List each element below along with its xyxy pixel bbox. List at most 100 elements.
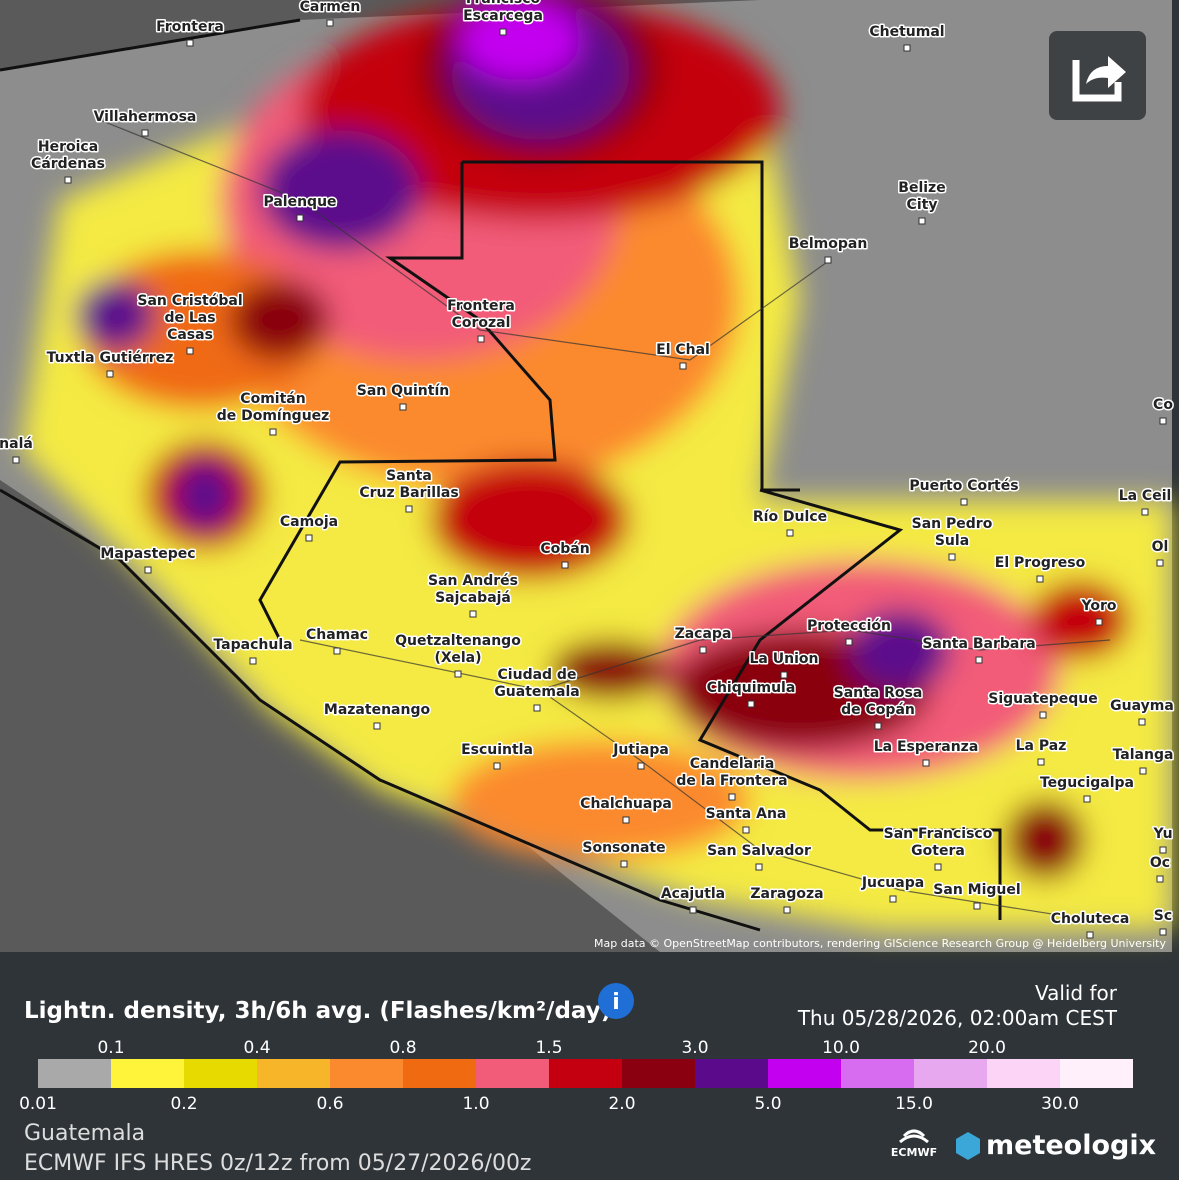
place: Yoro — [1079, 597, 1118, 626]
place-label: San Pedro — [912, 516, 993, 532]
legend: 0.01 0.1 0.2 0.4 0.6 0.8 1.0 1.5 2.0 3.0 5.0 10.0 15… — [19, 1038, 1133, 1114]
place-marker — [742, 826, 750, 834]
place-marker — [755, 863, 763, 871]
place-label: Santa Rosa — [834, 685, 923, 701]
place-label: San Miguel — [933, 882, 1020, 898]
place-marker — [960, 498, 968, 506]
place: Sonsonate — [581, 839, 667, 868]
place: Escuintla — [460, 741, 534, 770]
place-label: Talanga — [1113, 747, 1174, 763]
place-label: Casas — [167, 327, 213, 343]
place: San Miguel — [932, 881, 1022, 910]
place-marker — [305, 534, 313, 542]
place-marker — [12, 456, 20, 464]
legend-cell — [257, 1059, 330, 1088]
place-label: nalá — [0, 436, 33, 452]
place-label: Heroica — [38, 139, 98, 155]
model: ECMWF IFS HRES 0z/12z from 05/27/2026/00… — [24, 1151, 531, 1176]
place-marker — [499, 28, 507, 36]
place-marker — [679, 362, 687, 370]
place-marker — [903, 44, 911, 52]
place-label: La Ceil — [1119, 488, 1172, 504]
place-marker — [477, 335, 485, 343]
place-label: Belize — [898, 180, 945, 196]
legend-cell — [695, 1059, 768, 1088]
place-marker — [405, 505, 413, 513]
place-label: Francisco — [466, 0, 541, 7]
svg-text:i: i — [612, 990, 620, 1015]
place-marker — [1156, 559, 1164, 567]
share-button[interactable] — [1049, 31, 1146, 120]
place-label: Quetzaltenango — [395, 633, 521, 649]
place-marker — [454, 670, 462, 678]
place-label: Zaragoza — [750, 886, 823, 902]
place-marker — [1159, 417, 1167, 425]
place-marker — [620, 860, 628, 868]
place-marker — [144, 566, 152, 574]
place-marker — [786, 529, 794, 537]
place-label: Escarcega — [463, 8, 543, 24]
place-marker — [948, 553, 956, 561]
place-label: Jutiapa — [612, 742, 669, 758]
place: Puerto Cortés — [908, 477, 1020, 506]
legend-tick-label: 0.6 — [316, 1094, 343, 1114]
legend-cell — [111, 1059, 184, 1088]
place-marker — [824, 256, 832, 264]
place-marker — [1039, 711, 1047, 719]
place-label: de Las — [164, 310, 215, 326]
place-marker — [296, 214, 304, 222]
place-label: Gotera — [911, 843, 965, 859]
legend-cell — [403, 1059, 476, 1088]
place-label: Tegucigalpa — [1040, 775, 1134, 791]
info-icon[interactable]: i — [598, 983, 634, 1019]
place: La Ceil — [1117, 487, 1173, 516]
place-marker — [106, 370, 114, 378]
share-arrow[interactable] — [1086, 56, 1126, 88]
place: Talanga — [1111, 746, 1175, 775]
place-label: Cruz Barillas — [359, 485, 458, 501]
place-marker — [561, 561, 569, 569]
place-marker — [728, 793, 736, 801]
valid-label: Valid for — [1035, 981, 1118, 1005]
place-label: de la Frontera — [676, 773, 787, 789]
place-marker — [1156, 875, 1164, 883]
place: Quetzaltenango(Xela) — [394, 632, 523, 678]
legend-cell — [914, 1059, 987, 1088]
legend-tick-label: 30.0 — [1041, 1094, 1079, 1114]
place-label: Escuintla — [461, 742, 533, 758]
place: Chetumal — [868, 23, 946, 52]
place: Mazatenango — [322, 701, 432, 730]
place-label: Cobán — [540, 541, 589, 557]
legend-tick-label: 1.5 — [535, 1038, 562, 1058]
place: Jucuapa — [859, 874, 926, 903]
place-label: Zacapa — [675, 626, 732, 642]
share-icon[interactable] — [1072, 60, 1122, 102]
legend-tick-label: 10.0 — [822, 1038, 860, 1058]
place: Palenque — [262, 193, 338, 222]
place: Tapachula — [212, 636, 294, 665]
place-marker — [918, 217, 926, 225]
legend-tick-label: 0.8 — [389, 1038, 416, 1058]
place-marker — [922, 759, 930, 767]
place-label: Frontera — [447, 298, 515, 314]
brand: meteologix — [986, 1130, 1156, 1161]
place-marker — [493, 762, 501, 770]
place: Siguatepeque — [987, 690, 1099, 719]
place-marker — [64, 176, 72, 184]
place: FranciscoEscarcega — [462, 0, 544, 36]
place: Chiquimula — [705, 679, 797, 708]
place-label: Tapachula — [213, 637, 292, 653]
legend-cell — [987, 1059, 1060, 1088]
place: Choluteca — [1049, 910, 1131, 939]
place-marker — [186, 347, 194, 355]
place: Santa Barbara — [921, 635, 1037, 664]
place-label: Chamac — [306, 627, 368, 643]
place-marker — [533, 704, 541, 712]
place: Camoja — [278, 513, 340, 542]
place-label: (Xela) — [435, 650, 482, 666]
legend-tick-label: 0.01 — [19, 1094, 57, 1114]
place-label: Protección — [807, 618, 891, 634]
